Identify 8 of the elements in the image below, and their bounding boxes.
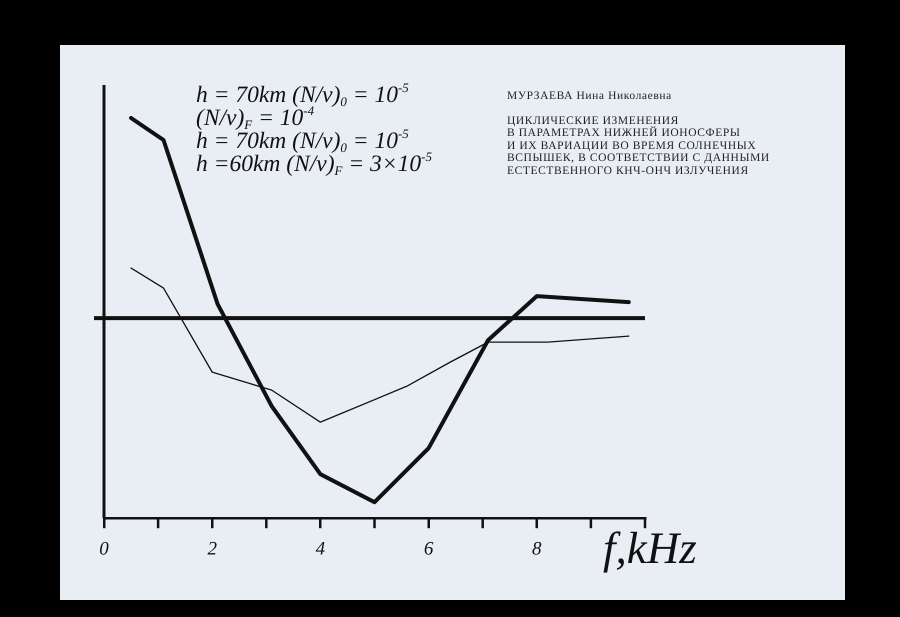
x-tick-label: 4 bbox=[316, 538, 326, 560]
x-tick-label: 2 bbox=[207, 538, 218, 560]
x-tick-label: 8 bbox=[532, 538, 542, 560]
x-axis-title: f,kHz bbox=[603, 523, 697, 573]
chart-subtitle: МУРЗАЕВА Нина Николаевна bbox=[507, 90, 673, 102]
text: ЦИКЛИЧЕСКИЕ ИЗМЕНЕНИЯ В ПАРАМЕТРАХ НИЖНЕЙ ИОНОСФЕРЫ И ИХ ВАРИАЦИИ ВО ВРЕМЯ СОЛНЕЧНЫХ ВСПЫШЕК, В СООТВЕТСТВИИ С ДАННЫМИ ЕСТЕСТВЕННОГО КНЧ-ОНЧ ИЗЛУЧЕНИЯ bbox=[507, 114, 770, 177]
x-tick-label: 0 bbox=[99, 538, 110, 560]
x-tick-label: 6 bbox=[424, 538, 434, 560]
